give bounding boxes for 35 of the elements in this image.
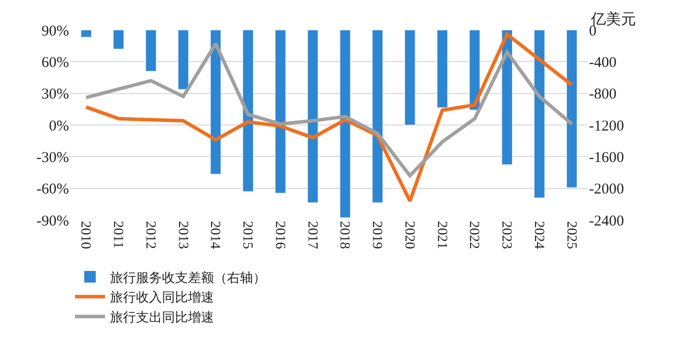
legend-label: 旅行服务收支差额（右轴） <box>110 270 266 286</box>
x-tick-label: 2024 <box>530 221 546 249</box>
x-tick-label: 2018 <box>336 221 352 249</box>
x-tick-label: 2023 <box>498 221 514 249</box>
y2-tick-label: -1600 <box>589 150 624 166</box>
y-tick-label: 30% <box>42 86 69 103</box>
x-tick-label: 2025 <box>563 221 578 249</box>
y-tick-label: 0% <box>49 118 69 134</box>
x-tick-label: 2019 <box>369 221 384 249</box>
x-tick-label: 2015 <box>240 221 255 249</box>
x-tick-label: 2017 <box>304 221 320 249</box>
x-tick-label: 2013 <box>174 221 190 249</box>
x-tick-label: 2010 <box>78 221 93 249</box>
y2-tick-label: -2000 <box>589 182 624 198</box>
x-tick-label: 2020 <box>401 221 416 249</box>
y2-tick-label: -400 <box>589 54 616 71</box>
y2-tick-label: -2400 <box>589 213 624 230</box>
line-series <box>84 42 574 178</box>
legend-label: 旅行支出同比增速 <box>110 310 214 326</box>
x-tick-label: 2014 <box>207 221 222 249</box>
y-tick-label: 90% <box>42 23 69 40</box>
x-tick-label: 2011 <box>110 221 126 248</box>
y-tick-label: -90% <box>36 213 69 230</box>
x-tick-label: 2016 <box>272 221 287 249</box>
x-tick-label: 2012 <box>142 221 158 249</box>
line-series <box>84 32 574 203</box>
y-tick-label: 60% <box>42 54 69 71</box>
x-tick-label: 2021 <box>434 221 449 249</box>
y2-tick-label: -1200 <box>589 118 624 134</box>
y-tick-label: -30% <box>36 150 69 166</box>
y2-tick-label: -800 <box>589 86 616 103</box>
legend-label: 旅行收入同比增速 <box>110 290 214 306</box>
x-tick-label: 2022 <box>466 221 482 249</box>
y2-tick-label: 0 <box>589 23 596 40</box>
y-tick-label: -60% <box>36 182 69 198</box>
